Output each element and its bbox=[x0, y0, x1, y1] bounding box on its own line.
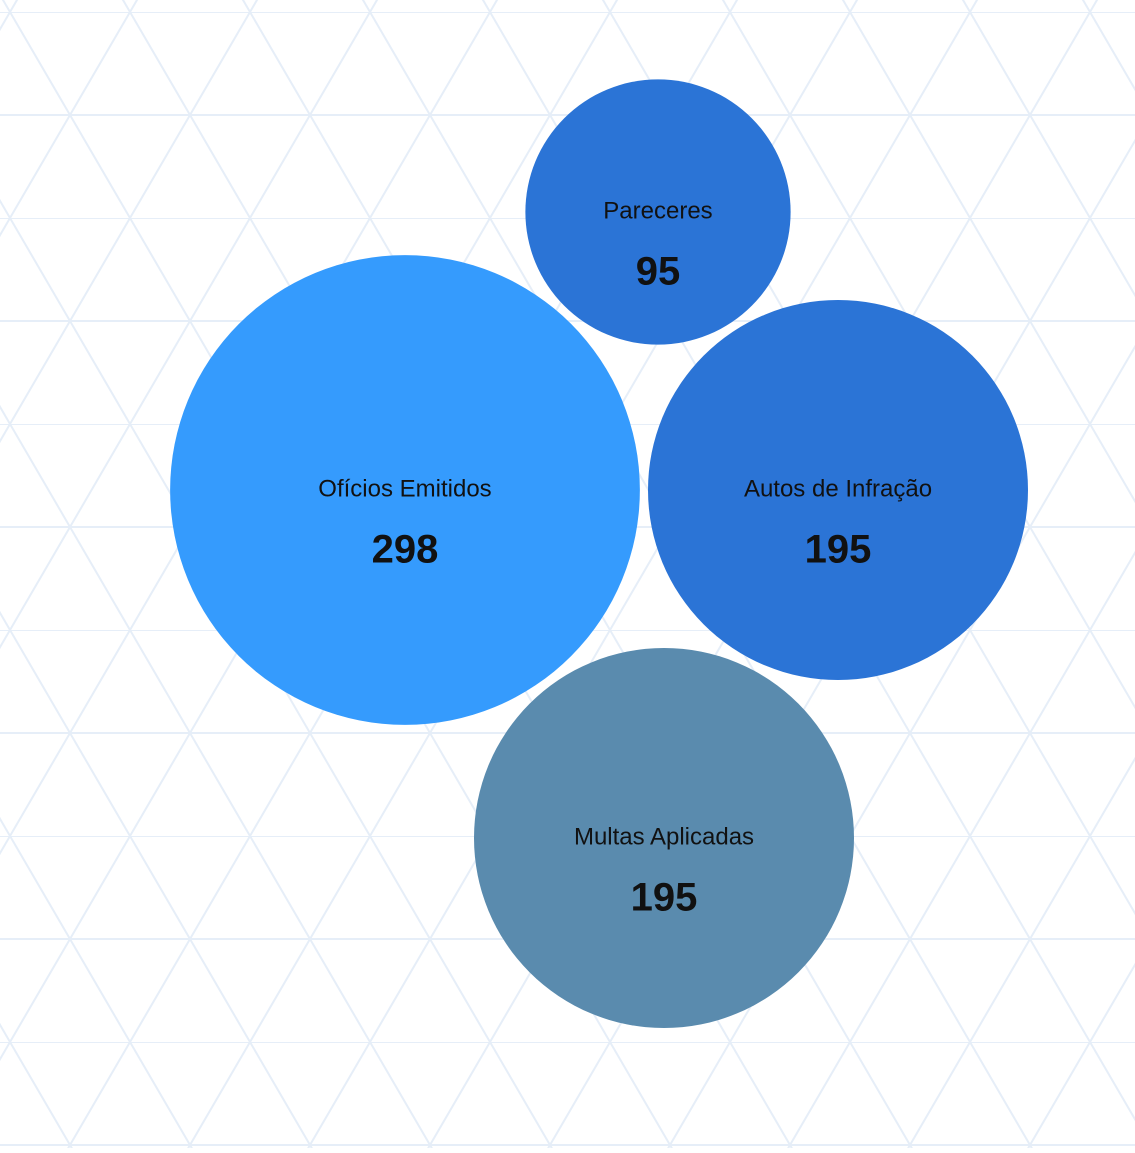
bubble-value: 195 bbox=[805, 528, 872, 572]
bubble bbox=[474, 648, 854, 1028]
bubble-label: Autos de Infração bbox=[744, 475, 932, 502]
bubble-value: 95 bbox=[636, 250, 681, 294]
bubble-value: 195 bbox=[631, 876, 698, 920]
bubble-label: Pareceres bbox=[603, 197, 712, 224]
bubble bbox=[170, 255, 640, 725]
bubble-value: 298 bbox=[372, 528, 439, 572]
bubble-label: Ofícios Emitidos bbox=[318, 475, 491, 502]
bubble bbox=[648, 300, 1028, 680]
bubble bbox=[525, 79, 791, 345]
bubble-label: Multas Aplicadas bbox=[574, 823, 754, 850]
